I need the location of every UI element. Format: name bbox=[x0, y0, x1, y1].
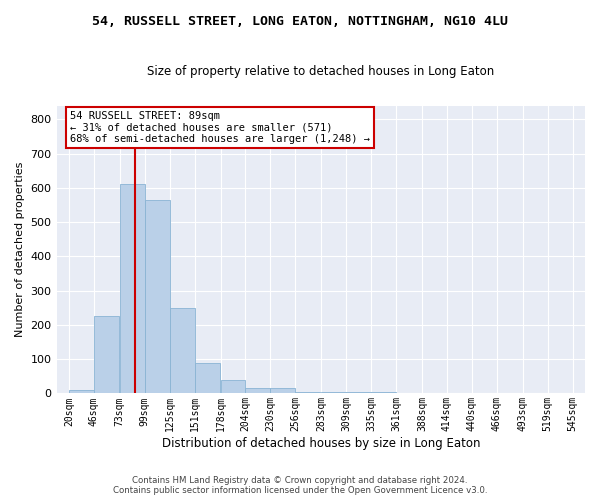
Bar bbox=[94, 316, 119, 394]
Y-axis label: Number of detached properties: Number of detached properties bbox=[15, 162, 25, 337]
X-axis label: Distribution of detached houses by size in Long Eaton: Distribution of detached houses by size … bbox=[161, 437, 480, 450]
Bar bbox=[346, 392, 371, 394]
Bar bbox=[371, 392, 396, 394]
Bar bbox=[221, 380, 245, 394]
Bar bbox=[245, 388, 271, 394]
Bar bbox=[271, 388, 295, 394]
Text: 54 RUSSELL STREET: 89sqm
← 31% of detached houses are smaller (571)
68% of semi-: 54 RUSSELL STREET: 89sqm ← 31% of detach… bbox=[70, 110, 370, 144]
Bar bbox=[69, 390, 94, 394]
Bar bbox=[145, 200, 170, 394]
Text: 54, RUSSELL STREET, LONG EATON, NOTTINGHAM, NG10 4LU: 54, RUSSELL STREET, LONG EATON, NOTTINGH… bbox=[92, 15, 508, 28]
Bar bbox=[321, 392, 346, 394]
Text: Contains HM Land Registry data © Crown copyright and database right 2024.
Contai: Contains HM Land Registry data © Crown c… bbox=[113, 476, 487, 495]
Title: Size of property relative to detached houses in Long Eaton: Size of property relative to detached ho… bbox=[147, 65, 494, 78]
Bar bbox=[170, 308, 194, 394]
Bar bbox=[120, 184, 145, 394]
Bar bbox=[194, 362, 220, 394]
Bar bbox=[295, 392, 320, 394]
